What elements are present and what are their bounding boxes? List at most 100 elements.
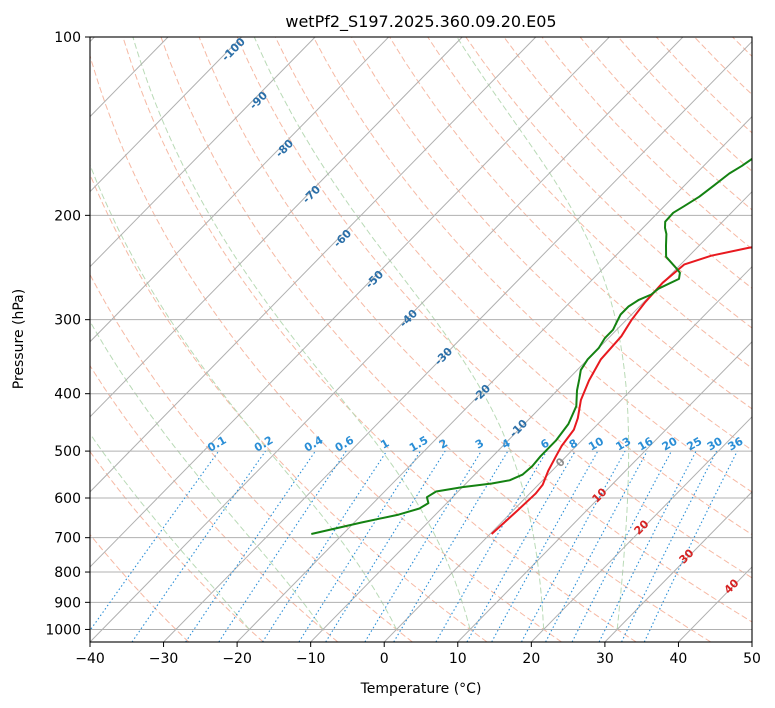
mixing-ratio-line (621, 450, 718, 642)
mixing-ratio-label: 3 (473, 437, 486, 452)
isotherm-label: -50 (363, 268, 386, 291)
x-tick-label: −20 (222, 651, 252, 667)
dry-adiabat (90, 533, 190, 642)
x-tick-label: 20 (522, 651, 540, 667)
series (311, 157, 752, 535)
x-tick-label: −30 (149, 651, 179, 667)
dry-adiabat (90, 173, 488, 642)
isotherm-label: -90 (247, 89, 270, 112)
isotherm-label: -60 (331, 227, 354, 250)
y-tick-label: 800 (54, 565, 81, 581)
temperature-line (490, 246, 752, 535)
y-tick-label: 300 (54, 313, 81, 329)
dry-adiabat (122, 37, 637, 642)
y-axis-ticks: 100 200 300 400 500 600 700 800 900 1000 (45, 30, 90, 638)
x-tick-label: 40 (670, 651, 688, 667)
mixing-ratio-line (218, 450, 347, 642)
adiabat-label: 40 (722, 576, 742, 596)
x-tick-label: 0 (380, 651, 389, 667)
x-tick-label: −40 (75, 651, 105, 667)
mixing-ratio-line (262, 450, 388, 642)
mixing-ratio-line (545, 450, 648, 642)
dry-adiabat (274, 37, 752, 536)
dry-adiabat (90, 364, 339, 642)
dry-adiabats (90, 37, 775, 642)
y-tick-label: 600 (54, 491, 81, 507)
mixing-ratio-line (435, 450, 548, 642)
isotherm (90, 37, 242, 193)
isotherm (530, 416, 752, 642)
x-axis-label: Temperature (°C) (360, 681, 482, 697)
mixing-ratio-line (185, 450, 316, 642)
dewpoint-line (311, 157, 752, 535)
x-tick-label: 30 (596, 651, 614, 667)
dry-adiabat (771, 37, 775, 642)
isotherm-label: -40 (397, 307, 420, 330)
dry-adiabat (427, 37, 752, 369)
isotherm (751, 641, 752, 642)
moist-adiabat (90, 432, 250, 630)
dry-adiabat (160, 37, 712, 642)
isotherm-label: -20 (470, 382, 493, 405)
mixing-ratio-label: 6 (538, 436, 551, 451)
isotherm-label: -10 (507, 417, 530, 440)
y-tick-label: 100 (54, 30, 81, 46)
moist-adiabat (90, 320, 324, 630)
dry-adiabat (312, 37, 752, 493)
isotherm (90, 37, 316, 268)
chart-title: wetPf2_S197.2025.360.09.20.E05 (285, 12, 556, 32)
moist-adiabat (456, 37, 630, 630)
isotherm (90, 37, 390, 343)
y-tick-label: 700 (54, 531, 81, 547)
mixing-ratio-line (598, 450, 697, 642)
moist-adiabat (253, 37, 545, 630)
dry-adiabat (351, 37, 752, 451)
mixing-ratio-label: 2 (437, 437, 450, 452)
mixing-ratio-line (325, 450, 446, 642)
y-tick-label: 200 (54, 208, 81, 224)
isotherm (604, 491, 752, 642)
moist-adiabat (90, 163, 397, 630)
isotherm (383, 266, 752, 642)
moist-adiabat (132, 37, 471, 630)
pressure-gridlines (90, 37, 752, 630)
mixing-ratio-label: 4 (500, 436, 513, 451)
mixing-ratio-line (521, 450, 626, 642)
mixing-ratio-lines (90, 450, 738, 642)
mixing-ratio-line (298, 450, 421, 642)
plot-frame (89, 36, 753, 643)
y-tick-label: 1000 (45, 622, 81, 638)
dry-adiabat (90, 53, 562, 642)
mixing-ratio-line (491, 450, 599, 642)
mixing-ratio-line (393, 450, 509, 642)
isotherm (90, 37, 684, 642)
dry-adiabat (90, 450, 264, 642)
x-tick-label: 10 (449, 651, 467, 667)
isotherm (236, 115, 752, 642)
mixing-ratio-line (466, 450, 576, 642)
isotherm (678, 566, 752, 642)
isotherm (90, 37, 537, 493)
isotherms (90, 37, 752, 642)
adiabat-label: 10 (590, 485, 610, 505)
dry-adiabat (694, 37, 752, 96)
dry-adiabat (503, 37, 752, 289)
y-tick-label: 400 (54, 387, 81, 403)
y-axis-label: Pressure (hPa) (11, 289, 27, 389)
isotherm (90, 37, 610, 568)
y-tick-label: 900 (54, 595, 81, 611)
isotherm (457, 341, 752, 642)
mixing-ratio-line (90, 450, 220, 632)
mixing-ratio-line (131, 450, 266, 642)
dry-adiabat (90, 273, 413, 642)
x-tick-label: 50 (743, 651, 761, 667)
isotherm (90, 37, 463, 418)
isotherm (163, 40, 752, 642)
isotherm-label: -80 (273, 137, 296, 160)
mixing-ratio-line (364, 450, 482, 642)
dry-adiabat (655, 37, 752, 134)
y-tick-label: 500 (54, 444, 81, 460)
isotherm-label: -100 (219, 35, 248, 64)
dry-adiabat (732, 37, 752, 58)
